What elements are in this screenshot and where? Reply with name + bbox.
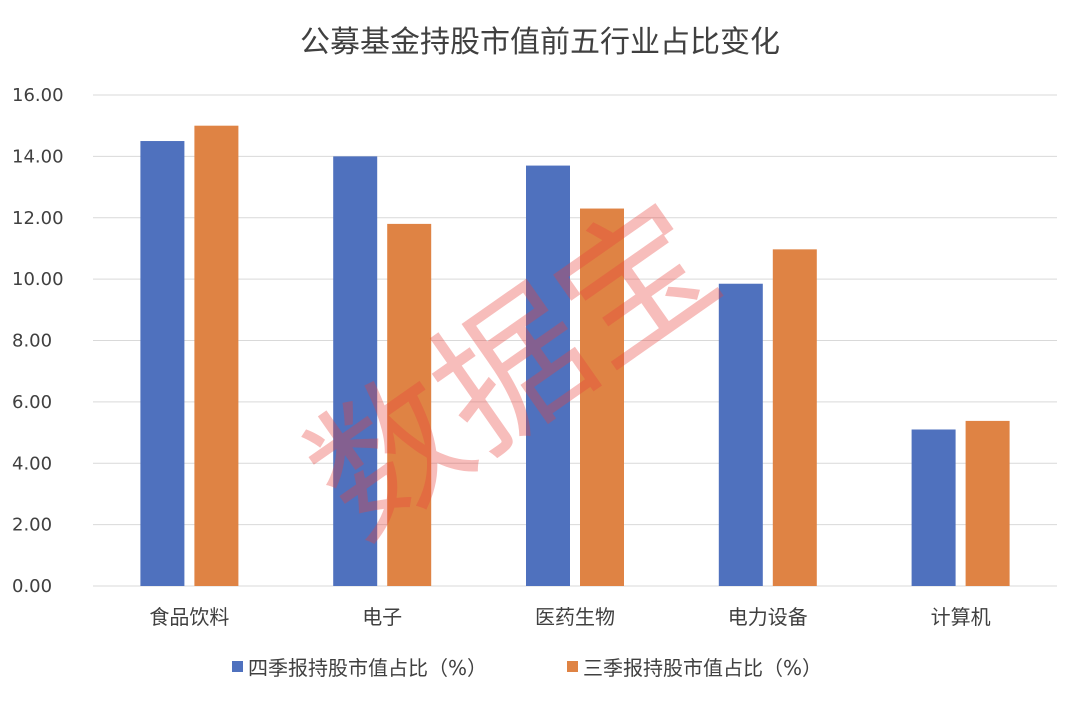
legend-swatch	[232, 661, 243, 672]
legend-label: 四季报持股市值占比（%）	[248, 656, 487, 680]
y-tick-label: 10.00	[12, 269, 64, 290]
bar-series1-0	[194, 125, 239, 586]
chart-title: 公募基金持股市值前五行业占比变化	[300, 25, 780, 60]
x-axis-categories: 食品饮料 电子 医药生物 电力设备 计算机	[149, 605, 990, 629]
bar-series0-1	[333, 156, 378, 586]
bar-series0-4	[911, 429, 956, 586]
y-tick-label: 4.00	[12, 453, 52, 474]
legend: 四季报持股市值占比（%） 三季报持股市值占比（%）	[232, 656, 822, 680]
legend-swatch	[567, 661, 578, 672]
bar-series0-0	[140, 141, 185, 586]
bar-series1-1	[387, 223, 432, 586]
bar-series1-3	[772, 249, 817, 586]
y-tick-label: 2.00	[12, 515, 52, 536]
x-category-label: 计算机	[931, 605, 991, 629]
x-category-label: 电力设备	[728, 605, 808, 629]
y-tick-label: 6.00	[12, 392, 52, 413]
bar-series1-4	[965, 420, 1010, 586]
legend-label: 三季报持股市值占比（%）	[583, 656, 822, 680]
bar-series0-3	[718, 283, 763, 586]
bars	[140, 125, 1010, 587]
y-tick-label: 12.00	[12, 208, 64, 229]
bar-series1-2	[580, 208, 624, 586]
bar-series0-2	[526, 165, 570, 587]
x-category-label: 电子	[362, 605, 402, 629]
y-tick-label: 0.00	[12, 576, 52, 597]
x-category-label: 医药生物	[535, 605, 615, 629]
y-tick-label: 14.00	[12, 146, 64, 167]
y-axis-ticks: 0.00 2.00 4.00 6.00 8.00 10.00 12.00 14.00 16.00	[12, 85, 64, 597]
y-tick-label: 8.00	[12, 331, 52, 352]
x-category-label: 食品饮料	[149, 605, 229, 629]
y-tick-label: 16.00	[12, 85, 64, 106]
gridlines	[93, 94, 1057, 587]
